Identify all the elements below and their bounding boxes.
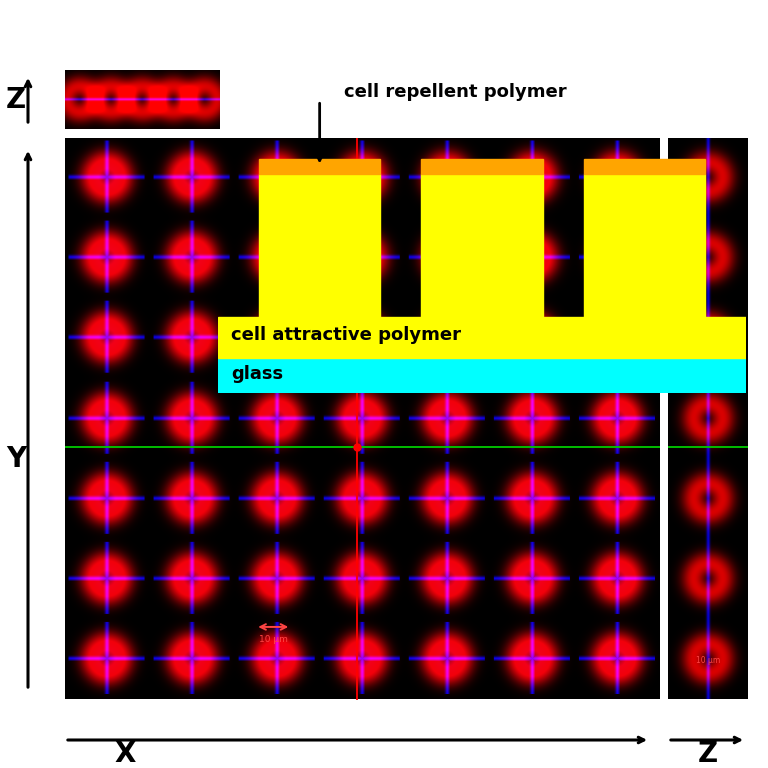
Text: glass: glass bbox=[231, 365, 283, 382]
Text: Z: Z bbox=[698, 740, 718, 768]
Text: cell attractive polymer: cell attractive polymer bbox=[231, 326, 462, 344]
Bar bbox=[259, 174, 380, 316]
Bar bbox=[218, 316, 746, 358]
Text: 10 μm: 10 μm bbox=[259, 635, 288, 644]
Bar bbox=[584, 159, 705, 174]
Text: Z: Z bbox=[6, 86, 26, 114]
Text: 10 μm: 10 μm bbox=[696, 656, 720, 665]
Bar bbox=[584, 174, 705, 316]
Text: Y: Y bbox=[6, 445, 26, 473]
Text: 10 μm: 10 μm bbox=[696, 359, 720, 369]
Text: X: X bbox=[114, 740, 136, 768]
Bar bbox=[218, 358, 746, 393]
Text: cell repellent polymer: cell repellent polymer bbox=[344, 83, 567, 101]
Bar bbox=[422, 159, 543, 174]
Bar bbox=[259, 159, 380, 174]
Bar bbox=[422, 174, 543, 316]
